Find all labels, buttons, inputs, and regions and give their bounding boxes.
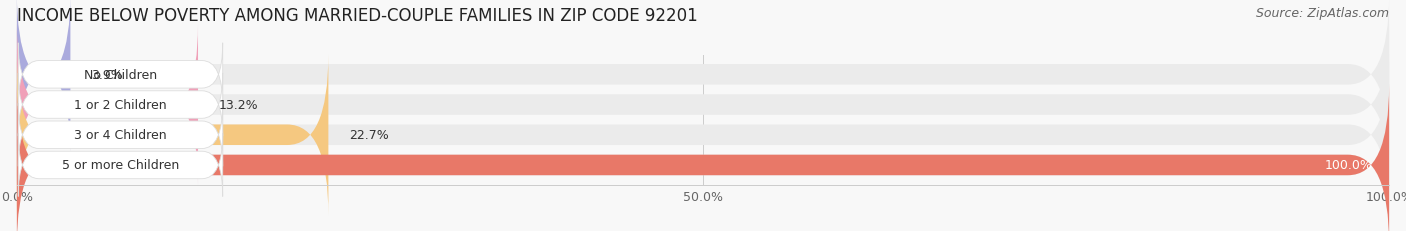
FancyBboxPatch shape (17, 25, 198, 185)
Text: 1 or 2 Children: 1 or 2 Children (75, 99, 167, 112)
Text: 22.7%: 22.7% (349, 129, 388, 142)
Text: Source: ZipAtlas.com: Source: ZipAtlas.com (1256, 7, 1389, 20)
FancyBboxPatch shape (18, 74, 222, 137)
FancyBboxPatch shape (17, 55, 1389, 215)
FancyBboxPatch shape (17, 25, 1389, 185)
FancyBboxPatch shape (17, 55, 329, 215)
Text: No Children: No Children (84, 69, 157, 82)
FancyBboxPatch shape (18, 134, 222, 197)
FancyBboxPatch shape (17, 0, 1389, 155)
Text: INCOME BELOW POVERTY AMONG MARRIED-COUPLE FAMILIES IN ZIP CODE 92201: INCOME BELOW POVERTY AMONG MARRIED-COUPL… (17, 7, 697, 25)
Text: 13.2%: 13.2% (218, 99, 259, 112)
Text: 3.9%: 3.9% (91, 69, 122, 82)
FancyBboxPatch shape (17, 85, 1389, 231)
FancyBboxPatch shape (18, 44, 222, 106)
FancyBboxPatch shape (18, 104, 222, 167)
Text: 100.0%: 100.0% (1324, 159, 1372, 172)
Text: 3 or 4 Children: 3 or 4 Children (75, 129, 167, 142)
FancyBboxPatch shape (17, 0, 70, 155)
Text: 5 or more Children: 5 or more Children (62, 159, 179, 172)
FancyBboxPatch shape (17, 85, 1389, 231)
